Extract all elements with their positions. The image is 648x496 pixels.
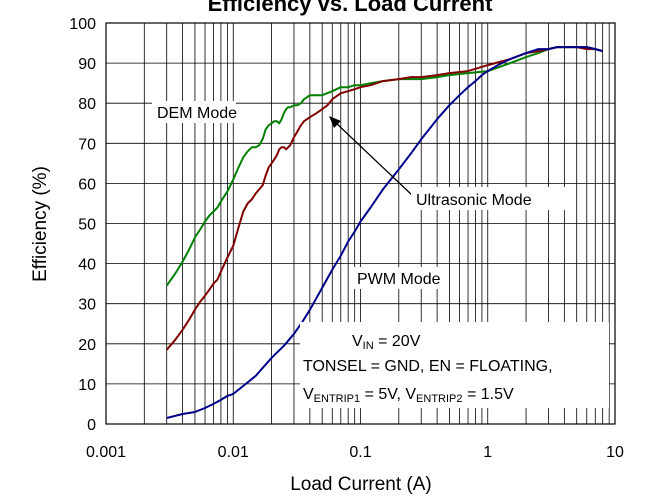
y-tick-label: 80 — [78, 96, 96, 113]
vin-subscript: IN — [363, 340, 374, 352]
tonsel-condition: TONSEL = GND, EN = FLOATING, — [303, 358, 553, 375]
conditions-box — [300, 322, 609, 408]
plot-frame — [105, 22, 616, 425]
x-axis-title: Load Current (A) — [290, 474, 432, 495]
x-tick-label: 0.001 — [86, 444, 126, 461]
pwm-label-bg — [353, 267, 441, 289]
vin-value: = 20V — [374, 333, 421, 350]
ventrip2-prefix: V — [405, 386, 416, 403]
vin-prefix: V — [352, 333, 363, 350]
ventrip-condition: VENTRIP1 = 5V, VENTRIP2 = 1.5V — [303, 386, 514, 405]
vin-condition: VIN = 20V — [352, 333, 421, 352]
x-tick-label: 10 — [606, 444, 624, 461]
ventrip2-value: = 1.5V — [463, 386, 514, 403]
ventrip1-prefix: V — [303, 386, 314, 403]
y-tick-label: 100 — [69, 16, 96, 33]
y-tick-label: 90 — [78, 56, 96, 73]
ultrasonic-arrow — [329, 116, 414, 197]
ultrasonic-mode-label: Ultrasonic Mode — [416, 192, 532, 209]
y-tick-label: 10 — [78, 377, 96, 394]
x-tick-label: 0.01 — [218, 444, 249, 461]
ventrip1-subscript: ENTRIP1 — [314, 393, 360, 405]
y-axis-title: Efficiency (%) — [30, 166, 51, 282]
y-tick-label: 60 — [78, 176, 96, 193]
y-tick-label: 30 — [78, 297, 96, 314]
x-tick-label: 1 — [483, 444, 492, 461]
ventrip2-subscript: ENTRIP2 — [416, 393, 462, 405]
y-tick-label: 0 — [87, 417, 96, 434]
pwm-mode-label: PWM Mode — [357, 271, 441, 288]
x-tick-label: 0.1 — [349, 444, 371, 461]
series-line-dem-mode — [165, 46, 603, 287]
y-tick-label: 50 — [78, 217, 96, 234]
series-line-ultrasonic-mode — [165, 46, 603, 351]
y-tick-label: 40 — [78, 257, 96, 274]
y-tick-label: 20 — [78, 337, 96, 354]
dem-label-bg — [152, 101, 236, 123]
chart-title: Efficiency vs. Load Current — [208, 0, 494, 16]
y-tick-label: 70 — [78, 136, 96, 153]
ultrasonic-label-bg — [411, 187, 571, 210]
series-line-pwm-mode — [166, 46, 603, 419]
series-lines — [165, 46, 603, 419]
dem-mode-label: DEM Mode — [157, 105, 237, 122]
ventrip1-value: = 5V, — [360, 386, 405, 403]
